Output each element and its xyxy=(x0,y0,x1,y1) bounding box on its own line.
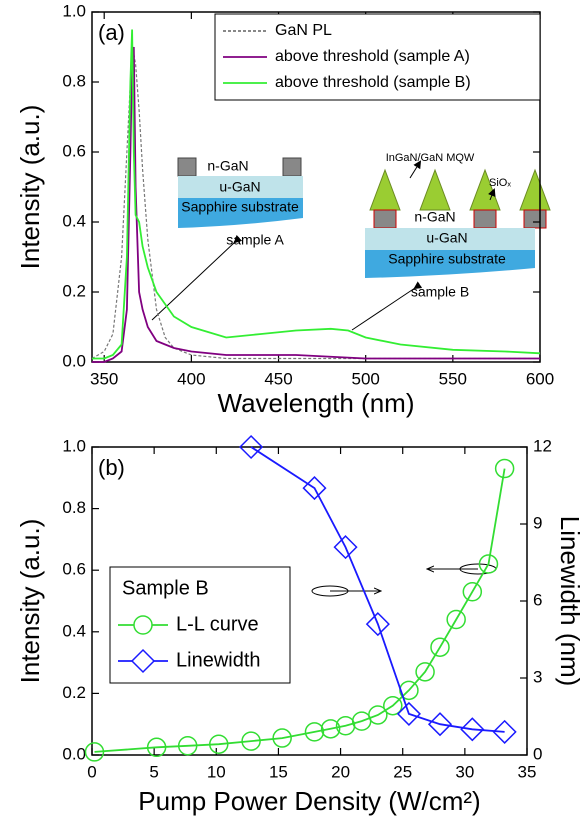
inset-sample-b xyxy=(351,160,551,331)
x-tick-label: 5 xyxy=(149,762,158,781)
marker xyxy=(430,637,450,657)
y-tick-label: 0.4 xyxy=(62,211,86,230)
annotation: n-GaN xyxy=(414,209,455,225)
marker xyxy=(478,554,499,574)
marker xyxy=(146,737,167,758)
annotation: Sapphire substrate xyxy=(388,251,506,267)
y-tick-label: 0.0 xyxy=(62,744,86,763)
y2-axis-title: Linewidth (nm) xyxy=(555,516,585,687)
annotation: sample B xyxy=(411,284,469,300)
annotation: sample A xyxy=(226,232,284,248)
marker xyxy=(241,731,261,751)
y-tick-label: 0.6 xyxy=(62,141,86,160)
y2-tick-label: 0 xyxy=(533,744,542,763)
y-tick-label: 0.6 xyxy=(62,560,86,579)
legend-title: Sample B xyxy=(122,577,209,599)
panel-label: (a) xyxy=(98,20,125,45)
legend-label: above threshold (sample B) xyxy=(275,74,471,91)
marker xyxy=(368,705,388,725)
annotation: InGaN/GaN MQW xyxy=(386,152,475,164)
x-axis-title: Wavelength (nm) xyxy=(218,388,415,418)
legend-marker xyxy=(133,615,153,635)
marker xyxy=(492,719,517,744)
marker xyxy=(460,717,485,742)
series-line xyxy=(94,468,506,753)
x-tick-label: 500 xyxy=(351,369,379,388)
marker xyxy=(415,662,435,682)
x-tick-label: 35 xyxy=(518,762,537,781)
marker xyxy=(272,728,292,748)
y-tick-label: 0.8 xyxy=(62,498,86,517)
marker xyxy=(396,701,421,726)
marker xyxy=(177,736,198,756)
legend-label: L-L curve xyxy=(176,613,259,635)
y-tick-label: 0.2 xyxy=(62,281,86,300)
y-tick-label: 1.0 xyxy=(62,436,86,455)
y2-tick-label: 3 xyxy=(533,667,542,686)
marker xyxy=(304,722,325,742)
annotation: SiOₓ xyxy=(489,177,511,189)
x-tick-label: 30 xyxy=(455,762,474,781)
y-axis-title: Intensity (a.u.) xyxy=(15,105,45,270)
y-tick-label: 0.2 xyxy=(62,683,86,702)
x-tick-label: 20 xyxy=(331,762,350,781)
series-line xyxy=(250,446,505,733)
inset-sample-a xyxy=(151,157,303,321)
y-tick-label: 0.8 xyxy=(62,71,86,90)
axis-indicators xyxy=(311,563,497,597)
plot-frame xyxy=(91,11,541,363)
y2-tick-label: 12 xyxy=(533,436,552,455)
marker xyxy=(209,734,229,754)
x-tick-label: 0 xyxy=(87,762,96,781)
marker xyxy=(383,695,403,716)
y-axis-title: Intensity (a.u.) xyxy=(15,519,45,684)
marker xyxy=(462,582,483,602)
legend-label: GaN PL xyxy=(275,22,332,39)
x-axis-title: Pump Power Density (W/cm²) xyxy=(138,786,480,816)
series-line xyxy=(92,29,541,360)
x-tick-label: 450 xyxy=(264,369,292,388)
x-tick-label: 25 xyxy=(393,762,412,781)
annotation: u-GaN xyxy=(426,230,467,246)
x-tick-label: 10 xyxy=(207,762,226,781)
x-tick-label: 15 xyxy=(269,762,288,781)
annotation: Sapphire substrate xyxy=(181,199,299,215)
marker xyxy=(494,458,515,479)
y-tick-label: 0.0 xyxy=(62,351,86,370)
annotation: u-GaN xyxy=(219,179,260,195)
marker xyxy=(333,535,358,560)
marker xyxy=(446,609,466,630)
y2-tick-label: 9 xyxy=(533,513,542,532)
annotation: n-GaN xyxy=(207,158,248,174)
y-tick-label: 0.4 xyxy=(62,621,86,640)
legend-label: Linewidth xyxy=(176,649,261,671)
legend-marker xyxy=(130,648,156,674)
legend-box xyxy=(214,13,541,101)
series-line xyxy=(91,53,540,360)
x-tick-label: 550 xyxy=(439,369,467,388)
series-line xyxy=(92,46,540,363)
legend-label: above threshold (sample A) xyxy=(275,48,470,65)
x-tick-label: 350 xyxy=(90,369,118,388)
panel-label: (b) xyxy=(98,455,125,480)
marker xyxy=(239,434,264,460)
y2-tick-label: 6 xyxy=(533,590,542,609)
x-tick-label: 600 xyxy=(526,369,554,388)
marker xyxy=(365,612,390,637)
marker xyxy=(84,742,105,762)
x-tick-label: 400 xyxy=(177,369,205,388)
marker xyxy=(320,719,341,739)
marker xyxy=(427,712,453,737)
y-tick-label: 1.0 xyxy=(62,1,86,20)
marker xyxy=(302,476,327,501)
